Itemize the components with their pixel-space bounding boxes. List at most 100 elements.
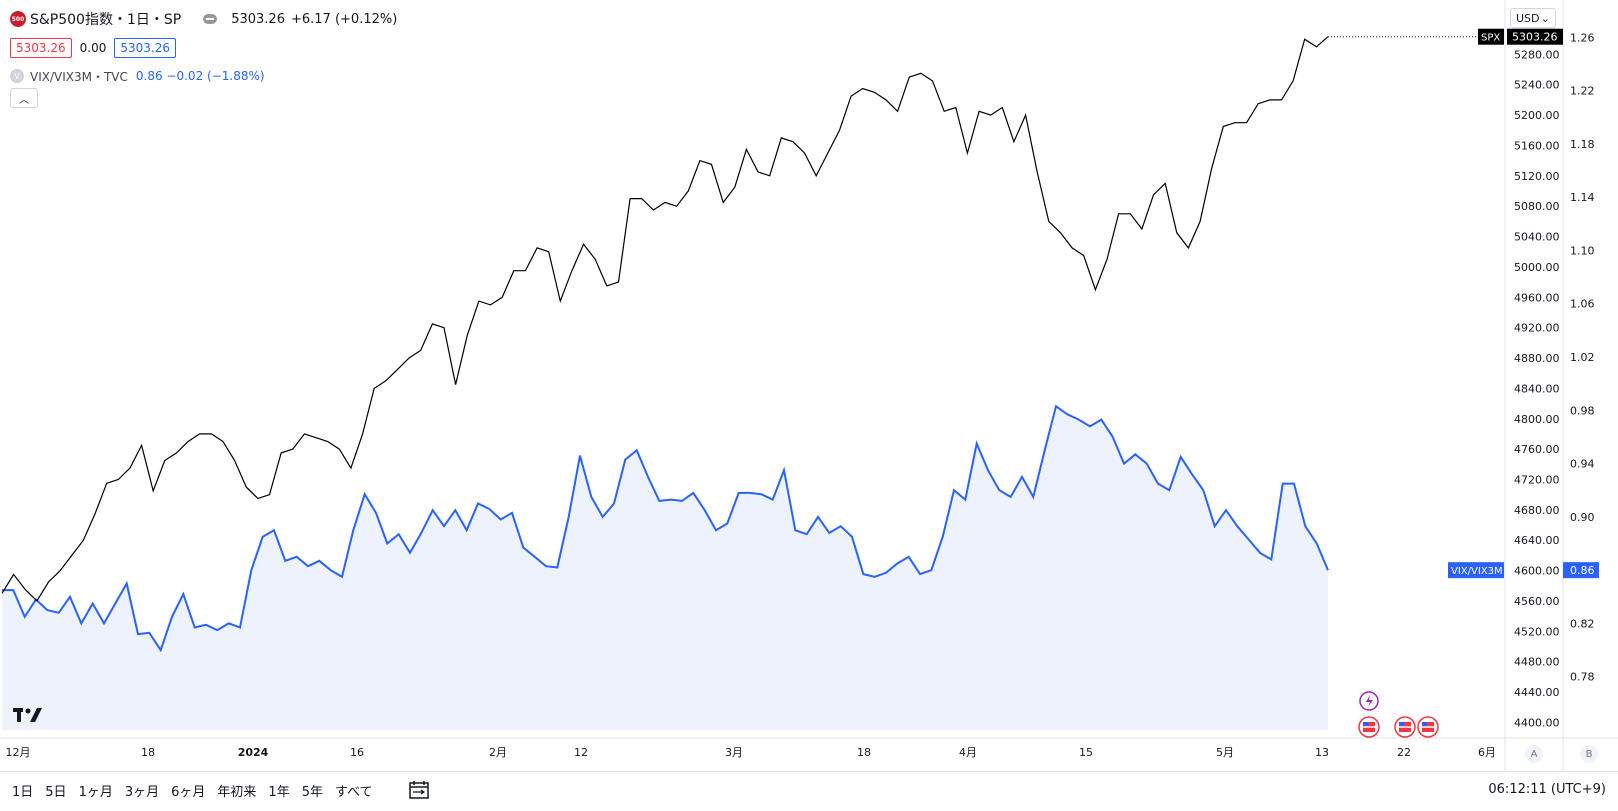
series-legend: 500 S&P500指数・1日・SP 5303.26 +6.17 (+0.12%… xyxy=(10,8,403,86)
price-tick-label: 5280.00 xyxy=(1514,48,1560,61)
time-tick-label: 18 xyxy=(141,746,155,759)
ratio-tick-label: 0.94 xyxy=(1570,458,1595,471)
price-tick-label: 4600.00 xyxy=(1514,565,1560,578)
range-button[interactable]: すべて xyxy=(334,785,373,800)
spx-series-tag-text: SPX xyxy=(1481,33,1500,44)
spx-series-line[interactable] xyxy=(1,36,1329,602)
vix-area-fill xyxy=(2,406,1328,730)
price-change: +6.17 (+0.12%) xyxy=(290,11,398,27)
lightning-icon xyxy=(1366,695,1373,707)
ratio-tick-label: 0.90 xyxy=(1570,511,1595,524)
price-tick-label: 5120.00 xyxy=(1514,170,1560,183)
range-button[interactable]: 5日 xyxy=(45,785,67,800)
ratio-tick-label: 0.98 xyxy=(1570,404,1595,417)
collapse-legend-button[interactable]: ︿ xyxy=(10,88,38,108)
vix-series-tag-text: VIX/VIX3M xyxy=(1451,566,1503,577)
time-tick-label: 12 xyxy=(574,746,588,759)
date-range-buttons: 1日 5日 1ヶ月 3ヶ月 6ヶ月 年初来 1年 5年 すべて xyxy=(12,781,373,800)
spx-symbol-badge[interactable]: 500 xyxy=(10,11,26,27)
auto-scale-button[interactable]: A xyxy=(1525,745,1543,763)
plot-area[interactable] xyxy=(1,36,1505,738)
price-tick-label: 4720.00 xyxy=(1514,473,1560,486)
vix-price-tag xyxy=(1563,562,1599,579)
calendar-icon[interactable] xyxy=(408,780,430,804)
vix-series-tag xyxy=(1448,562,1504,579)
price-tick-label: 5000.00 xyxy=(1514,261,1560,274)
dividend-event-icon[interactable] xyxy=(1359,691,1379,711)
price-tick-label: 4800.00 xyxy=(1514,413,1560,426)
range-button[interactable]: 年初来 xyxy=(217,785,257,800)
ratio-tick-label: 1.22 xyxy=(1570,85,1595,98)
event-markers[interactable] xyxy=(1358,691,1439,738)
spx-price-tag xyxy=(1507,28,1563,45)
range-button[interactable]: 3ヶ月 xyxy=(124,785,160,800)
symbol-title[interactable]: S&P500指数・1日・SP xyxy=(30,12,182,28)
range-button[interactable]: 1日 xyxy=(12,785,34,800)
ratio-tick-label: 1.18 xyxy=(1570,138,1595,151)
price-tick-label: 5040.00 xyxy=(1514,231,1560,244)
price-tick-label: 4880.00 xyxy=(1514,352,1560,365)
ratio-tick-label: 0.82 xyxy=(1570,617,1595,630)
price-tick-label: 4520.00 xyxy=(1514,625,1560,638)
ratio-tick-label: 0.78 xyxy=(1570,671,1595,684)
tradingview-logo-icon[interactable] xyxy=(13,707,43,726)
price-tick-label: 4400.00 xyxy=(1514,716,1560,729)
price-tick-label: 4680.00 xyxy=(1514,504,1560,517)
flag-canton-icon xyxy=(1399,722,1404,726)
price-axis-ratio[interactable]: 1.26 1.22 1.18 1.14 1.10 1.06 1.02 0.98 0.94 0.90… xyxy=(1448,31,1599,684)
ratio-tick-label: 1.26 xyxy=(1570,31,1595,44)
chevron-down-icon: ⌄ xyxy=(1540,11,1550,25)
vix-price-tag-text: 0.86 xyxy=(1570,564,1595,577)
ask-price-box[interactable]: 5303.26 xyxy=(114,38,176,58)
overlay-symbol-name[interactable]: VIX/VIX3M・TVC xyxy=(30,69,128,84)
range-button[interactable]: 1ヶ月 xyxy=(78,785,113,800)
time-tick-label: 2024 xyxy=(238,746,269,759)
overlay-symbol-badge[interactable]: V xyxy=(10,69,24,83)
range-button[interactable]: 6ヶ月 xyxy=(171,785,206,800)
time-tick-label: 16 xyxy=(350,746,364,759)
price-tick-label: 4920.00 xyxy=(1514,322,1560,335)
price-tick-label: 4440.00 xyxy=(1514,686,1560,699)
price-tick-label: 5160.00 xyxy=(1514,139,1560,152)
currency-select[interactable]: USD ⌄ xyxy=(1510,8,1556,28)
chevron-up-icon: ︿ xyxy=(19,94,29,106)
time-axis[interactable]: 12月 18 2024 16 2月 12 3月 18 4月 15 5月 13 22 6月 xyxy=(6,746,1497,759)
spread-value: 0.00 xyxy=(79,41,107,55)
price-tick-label: 4760.00 xyxy=(1514,443,1560,456)
utc-clock[interactable]: 06:12:11 (UTC+9) xyxy=(1488,782,1606,797)
log-scale-button[interactable]: B xyxy=(1580,745,1598,763)
ratio-tick-label: 1.14 xyxy=(1570,191,1595,204)
flag-canton-icon xyxy=(1363,722,1368,726)
price-tick-label: 5080.00 xyxy=(1514,200,1560,213)
vix-series-line[interactable] xyxy=(2,404,1329,653)
price-tick-label: 5240.00 xyxy=(1514,79,1560,92)
flag-canton-icon xyxy=(1422,722,1427,726)
time-tick-label: 6月 xyxy=(1478,746,1496,759)
ratio-tick-label: 1.06 xyxy=(1570,298,1595,311)
ratio-tick-label: 1.02 xyxy=(1570,351,1595,364)
time-tick-label: 5月 xyxy=(1216,746,1234,759)
price-tick-label: 5200.00 xyxy=(1514,109,1560,122)
time-tick-label: 18 xyxy=(857,746,871,759)
price-tick-label: 4560.00 xyxy=(1514,595,1560,608)
time-tick-label: 3月 xyxy=(725,746,743,759)
time-tick-label: 13 xyxy=(1315,746,1329,759)
bid-price-box[interactable]: 5303.26 xyxy=(10,38,72,58)
last-price: 5303.26 xyxy=(231,11,285,27)
spx-price-tag-text: 5303.26 xyxy=(1512,31,1558,44)
time-tick-label: 12月 xyxy=(6,746,31,759)
time-tick-label: 15 xyxy=(1079,746,1093,759)
ratio-tick-label: 1.10 xyxy=(1570,244,1595,257)
bottom-toolbar: 1日 5日 1ヶ月 3ヶ月 6ヶ月 年初来 1年 5年 すべて 06:12:11 (UTC+9) xyxy=(0,771,1618,811)
range-button[interactable]: 1年 xyxy=(268,785,290,800)
price-tick-label: 4840.00 xyxy=(1514,382,1560,395)
minus-pill-icon[interactable] xyxy=(203,14,218,24)
time-tick-label: 2月 xyxy=(489,746,507,759)
overlay-values: 0.86 −0.02 (−1.88%) xyxy=(135,69,265,83)
time-tick-label: 4月 xyxy=(959,746,977,759)
price-tick-label: 4640.00 xyxy=(1514,534,1560,547)
price-axis-spx[interactable]: 5280.00 5240.00 5200.00 5160.00 5120.00 5080.… xyxy=(1478,28,1563,730)
price-tick-label: 4480.00 xyxy=(1514,656,1560,669)
range-button[interactable]: 5年 xyxy=(301,785,323,800)
